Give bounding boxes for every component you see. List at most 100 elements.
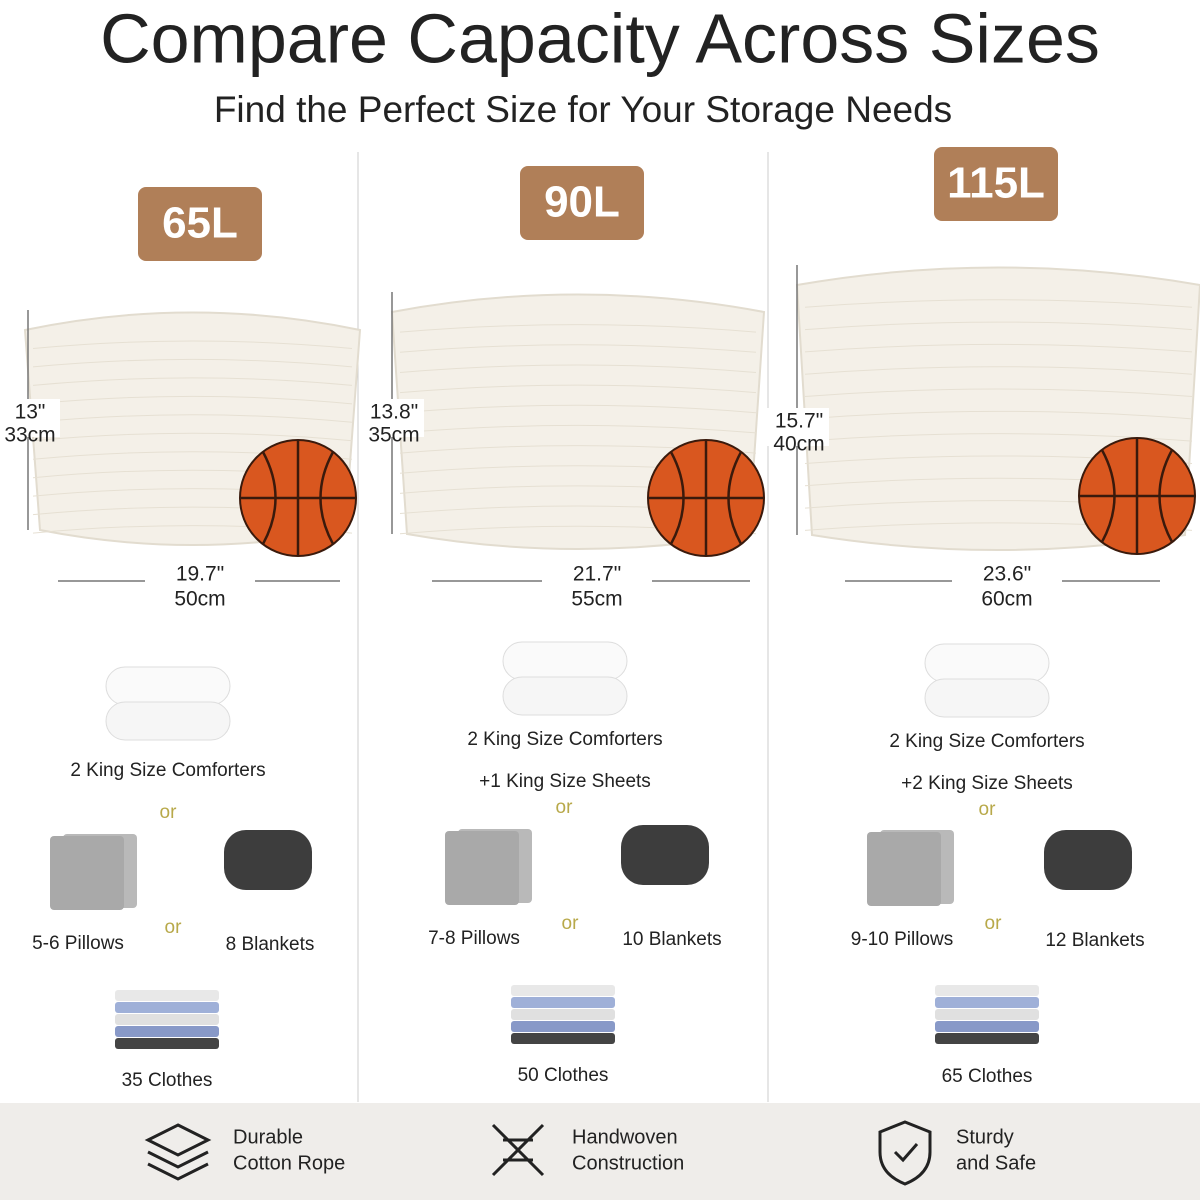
pillow-image [445,831,519,905]
clothes-image [511,997,615,1008]
comforter-image [502,676,628,716]
sheets: +2 King Size Sheets [901,773,1073,794]
basket-stripe [399,424,757,434]
basketball-seam [648,440,764,556]
or: or [979,799,997,820]
feature-icon [878,1120,932,1186]
or: or [165,917,183,938]
width-cm: 60cm [981,588,1032,611]
capacity: 90L [544,178,620,227]
basket-stripe [804,410,1193,420]
comforters: 2 King Size Comforters [70,760,265,781]
basket-stripe [804,321,1193,331]
comforter-image [105,666,231,706]
basket-stripe [32,414,353,423]
height-cm: 35cm [368,424,419,447]
or: or [160,802,178,823]
basket-stripe [399,404,757,414]
blankets: 8 Blankets [226,934,315,955]
blanket-image [621,825,709,885]
feature-icon [491,1123,545,1177]
basket-stripe [804,299,1193,308]
blankets: 12 Blankets [1045,930,1144,951]
blanket-image [1044,830,1132,890]
pillows: 5-6 Pillows [32,933,124,954]
clothes-image [115,1014,219,1025]
clothes-image [115,1038,219,1049]
blanket-image [224,830,312,890]
width-cm: 50cm [174,588,225,611]
basket-stripe [399,384,757,394]
width-inch: 23.6" [983,563,1031,586]
feature-text: and Safe [956,1152,1036,1174]
width-inch: 21.7" [573,563,621,586]
height-label-bg [0,399,60,437]
pillows: 7-8 Pillows [428,928,520,949]
clothes-image [935,1009,1039,1020]
basket-stripe [32,358,353,368]
clothes-image [115,1002,219,1013]
capacity-badge [520,166,644,240]
basket-stripe [32,377,353,386]
capacity-badge [138,187,262,261]
height-label-bg [360,399,424,437]
height-cm: 40cm [773,433,824,456]
clothes-image [935,1021,1039,1032]
feature-text: Construction [572,1152,684,1174]
pillow-image [867,832,941,906]
basket-stripe [399,324,757,333]
height-inch: 15.7" [775,410,823,433]
height-label-bg [765,408,829,446]
clothes-image [511,1021,615,1032]
basket-stripe [32,432,353,442]
feature-text: Durable [233,1126,303,1148]
clothes-image [935,1033,1039,1044]
title: Compare Capacity Across Sizes [100,0,1100,77]
capacity: 65L [162,199,238,248]
comforter-image [924,643,1050,683]
feature-text: Cotton Rope [233,1152,345,1174]
feature-text: Handwoven [572,1126,678,1148]
height-cm: 33cm [4,424,55,447]
width-inch: 19.7" [176,563,224,586]
capacity: 115L [947,159,1045,208]
basket-stripe [32,395,353,405]
clothes: 50 Clothes [518,1065,609,1086]
comforter-image [924,678,1050,718]
capacity-badge [934,147,1058,221]
blankets: 10 Blankets [622,929,721,950]
basket-stripe [804,366,1193,375]
width-cm: 55cm [571,588,622,611]
clothes-image [511,1009,615,1020]
feature-icon [144,1123,212,1181]
clothes: 65 Clothes [942,1066,1033,1087]
clothes-image [115,990,219,1001]
comforter-image [502,641,628,681]
clothes-image [935,985,1039,996]
or: or [556,797,574,818]
comforters: 2 King Size Comforters [889,731,1084,752]
subtitle: Find the Perfect Size for Your Storage N… [214,89,952,130]
comforters: 2 King Size Comforters [467,729,662,750]
clothes-image [511,985,615,996]
clothes-image [115,1026,219,1037]
pillows: 9-10 Pillows [851,929,953,950]
clothes: 35 Clothes [122,1070,213,1091]
feature-text: Sturdy [956,1126,1014,1148]
comforter-image [105,701,231,741]
basket-stripe [399,344,757,353]
basket-stripe [804,343,1193,353]
pillow-image [50,836,124,910]
clothes-image [935,997,1039,1008]
or: or [562,913,580,934]
height-inch: 13" [15,401,46,424]
or: or [985,913,1003,934]
basket-stripe [804,388,1193,398]
feature-band [0,1103,1200,1200]
sheets: +1 King Size Sheets [479,771,651,792]
basket-stripe [32,340,353,349]
clothes-image [511,1033,615,1044]
basketball-seam [1079,438,1195,554]
height-inch: 13.8" [370,401,418,424]
